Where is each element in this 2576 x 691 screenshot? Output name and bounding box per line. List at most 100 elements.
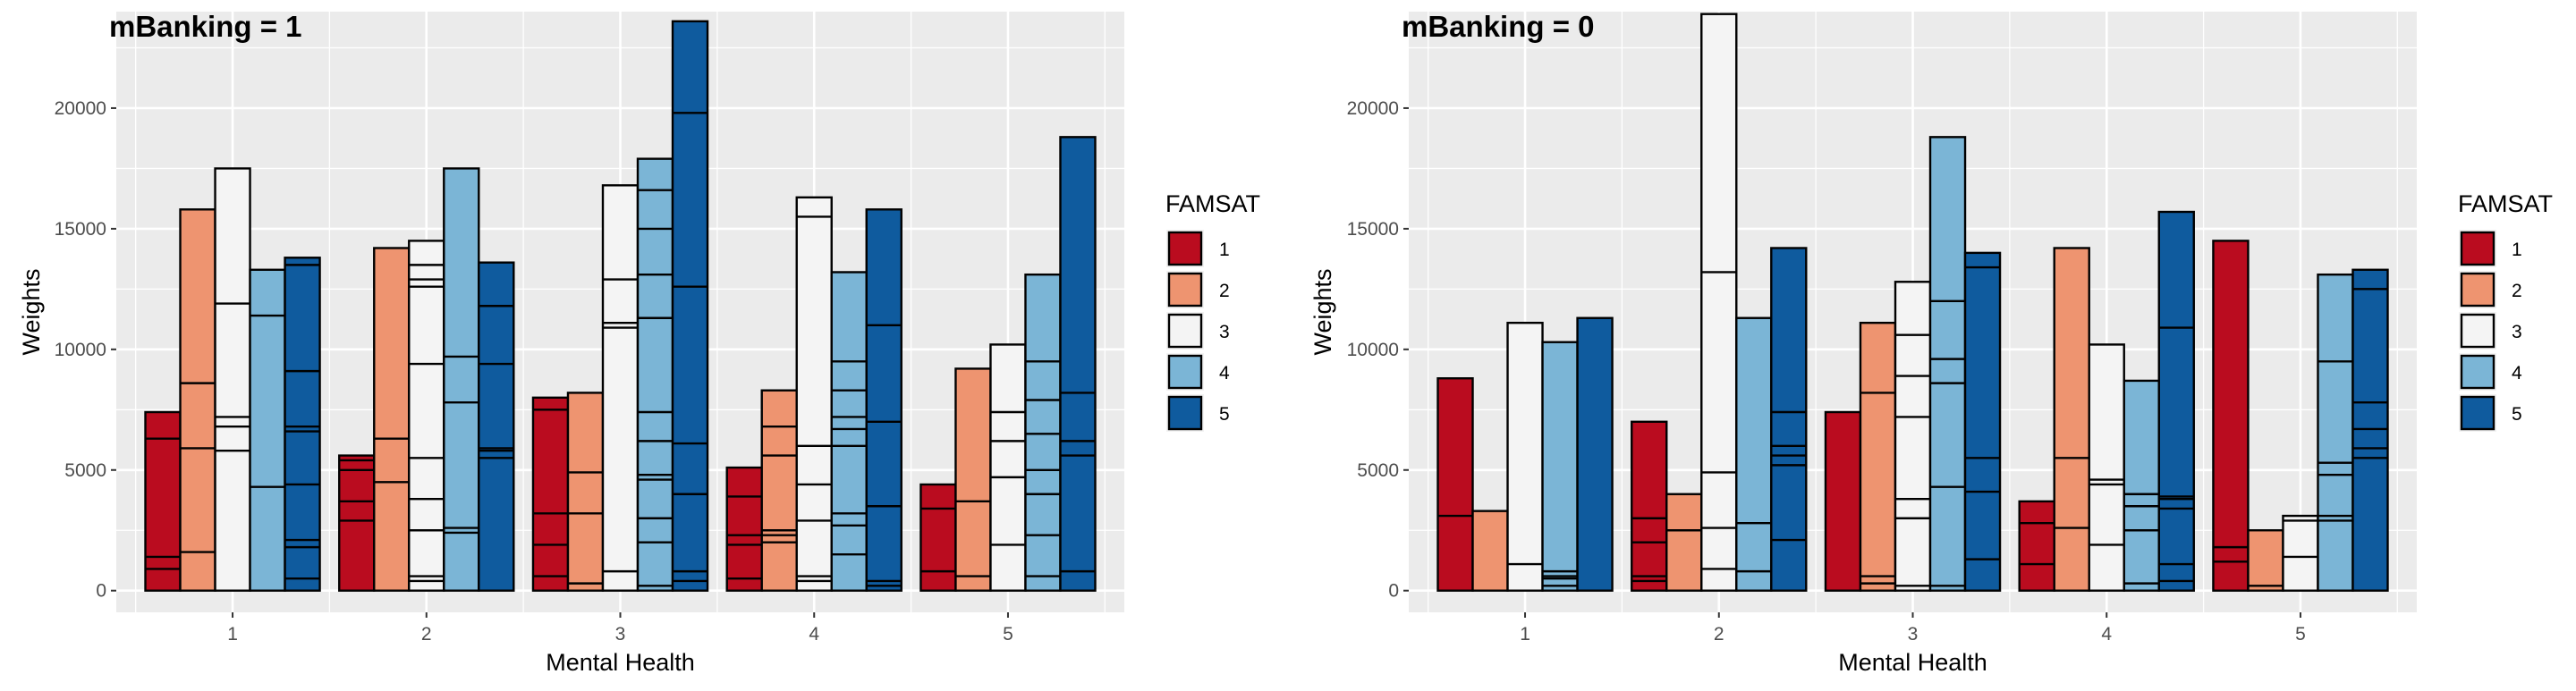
legend-swatch-4 — [1167, 354, 1203, 390]
x-tick-label: 1 — [1520, 624, 1530, 645]
bar-famsat-2-mh-5 — [954, 367, 992, 592]
bar-famsat-3-mh-5 — [989, 343, 1027, 592]
bar-famsat-5-mh-4 — [2157, 210, 2195, 592]
legend-swatch-4 — [2460, 354, 2496, 390]
chart-mbanking-0: 0 5000 10000 15000 20000 1 2 3 4 5 mBanking = 0 Men… — [1309, 10, 2553, 676]
legend-label-4: 4 — [2512, 363, 2522, 383]
bar-famsat-2-mh-1 — [179, 208, 216, 592]
legend-label-4: 4 — [1219, 363, 1230, 383]
bar-famsat-2-mh-1 — [1471, 510, 1509, 592]
bar-famsat-4-mh-1 — [1541, 341, 1579, 592]
bar-famsat-1-mh-5 — [2212, 240, 2250, 592]
legend-label-5: 5 — [1219, 404, 1230, 425]
legend-swatch-2 — [2460, 272, 2496, 308]
chart-title: mBanking = 1 — [109, 10, 301, 43]
y-tick-label: 5000 — [1357, 460, 1399, 481]
legend-swatch-3 — [2460, 313, 2496, 349]
y-tick-label: 10000 — [55, 340, 106, 360]
bar-famsat-3-mh-4 — [795, 196, 833, 592]
bar-famsat-5-mh-2 — [1770, 247, 1808, 592]
bar-famsat-3-mh-4 — [2088, 343, 2125, 592]
bar-famsat-4-mh-3 — [1928, 136, 1967, 592]
y-tick-label: 0 — [1388, 581, 1399, 602]
bar-famsat-2-mh-5 — [2247, 529, 2284, 592]
bar-famsat-4-mh-5 — [1024, 273, 1062, 592]
bar-famsat-3-mh-1 — [1506, 321, 1544, 592]
bar-famsat-3-mh-5 — [2282, 514, 2319, 592]
legend-label-2: 2 — [2512, 281, 2522, 301]
bar-famsat-2-mh-4 — [760, 389, 798, 592]
bar-famsat-5-mh-4 — [865, 208, 902, 592]
x-axis-label: Mental Health — [546, 649, 695, 676]
bar-famsat-4-mh-1 — [249, 268, 286, 592]
legend-label-1: 1 — [1219, 240, 1230, 260]
legend-label-3: 3 — [1219, 322, 1230, 342]
legend-swatch-2 — [1167, 272, 1203, 308]
legend-swatch-3 — [1167, 313, 1203, 349]
x-tick-label: 4 — [809, 624, 819, 645]
y-tick-label: 20000 — [55, 98, 106, 119]
bar-famsat-4-mh-3 — [636, 157, 674, 592]
x-tick-label: 3 — [615, 624, 626, 645]
bar-famsat-1-mh-3 — [531, 396, 570, 592]
bar-famsat-1-mh-1 — [144, 410, 182, 592]
x-tick-label: 5 — [2295, 624, 2306, 645]
bar-famsat-3-mh-2 — [1700, 13, 1738, 592]
legend-swatch-5 — [1167, 395, 1203, 431]
bar-famsat-4-mh-5 — [2317, 273, 2354, 592]
bar-famsat-1-mh-4 — [2018, 500, 2055, 592]
legend: FAMSAT 1 2 3 4 5 — [2458, 190, 2553, 432]
bar-famsat-5-mh-2 — [478, 261, 515, 592]
bar-famsat-3-mh-2 — [408, 240, 445, 592]
bar-famsat-1-mh-4 — [725, 466, 763, 592]
legend-swatch-5 — [2460, 395, 2496, 431]
bar-famsat-5-mh-1 — [1576, 316, 1614, 592]
bar-famsat-1-mh-1 — [1436, 377, 1474, 592]
bar-famsat-5-mh-3 — [1963, 251, 2002, 592]
legend-title: FAMSAT — [2458, 190, 2553, 217]
legend: FAMSAT 1 2 3 4 5 — [1165, 190, 1260, 432]
bar-famsat-4-mh-4 — [2123, 379, 2160, 592]
bar-famsat-5-mh-3 — [671, 20, 709, 592]
y-tick-label: 0 — [96, 581, 106, 602]
y-tick-label: 15000 — [1347, 219, 1399, 240]
bar-famsat-2-mh-3 — [566, 392, 605, 592]
bar-famsat-4-mh-4 — [830, 271, 868, 592]
bar-famsat-1-mh-2 — [1631, 420, 1668, 592]
x-tick-label: 4 — [2101, 624, 2112, 645]
y-tick-label: 20000 — [1347, 98, 1399, 119]
x-tick-label: 5 — [1003, 624, 1013, 645]
bar-famsat-2-mh-2 — [373, 247, 411, 592]
bar-famsat-5-mh-5 — [1059, 136, 1097, 592]
y-tick-label: 10000 — [1347, 340, 1399, 360]
bar-famsat-3-mh-3 — [601, 184, 640, 592]
bar-famsat-2-mh-2 — [1665, 493, 1703, 592]
x-tick-label: 2 — [421, 624, 432, 645]
legend-title: FAMSAT — [1165, 190, 1260, 217]
legend-label-5: 5 — [2512, 404, 2522, 425]
y-axis-label: Weights — [1309, 268, 1336, 355]
legend-label-1: 1 — [2512, 240, 2522, 260]
x-tick-label: 2 — [1714, 624, 1724, 645]
legend-label-2: 2 — [1219, 281, 1230, 301]
bar-famsat-5-mh-1 — [284, 257, 321, 592]
bar-famsat-3-mh-3 — [1894, 281, 1932, 592]
bar-famsat-2-mh-3 — [1859, 321, 1897, 592]
x-tick-label: 1 — [227, 624, 238, 645]
legend-label-3: 3 — [2512, 322, 2522, 342]
legend-swatch-1 — [2460, 231, 2496, 266]
chart-mbanking-1: 0 5000 10000 15000 20000 1 2 3 4 5 mBanking = 1 Men… — [18, 10, 1260, 676]
y-axis-label: Weights — [18, 268, 45, 355]
bar-famsat-1-mh-5 — [919, 483, 957, 592]
y-tick-label: 15000 — [55, 219, 106, 240]
chart-title: mBanking = 0 — [1402, 10, 1594, 43]
bar-famsat-5-mh-5 — [2351, 268, 2389, 592]
bar-famsat-1-mh-2 — [338, 454, 376, 592]
bar-famsat-1-mh-3 — [1824, 410, 1862, 592]
bar-famsat-2-mh-4 — [2053, 247, 2090, 592]
bar-famsat-3-mh-1 — [214, 167, 251, 592]
bar-famsat-4-mh-2 — [1735, 316, 1773, 592]
y-tick-label: 5000 — [64, 460, 106, 481]
